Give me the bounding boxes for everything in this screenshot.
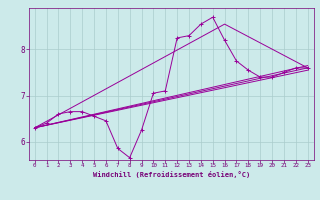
X-axis label: Windchill (Refroidissement éolien,°C): Windchill (Refroidissement éolien,°C) [92, 171, 250, 178]
